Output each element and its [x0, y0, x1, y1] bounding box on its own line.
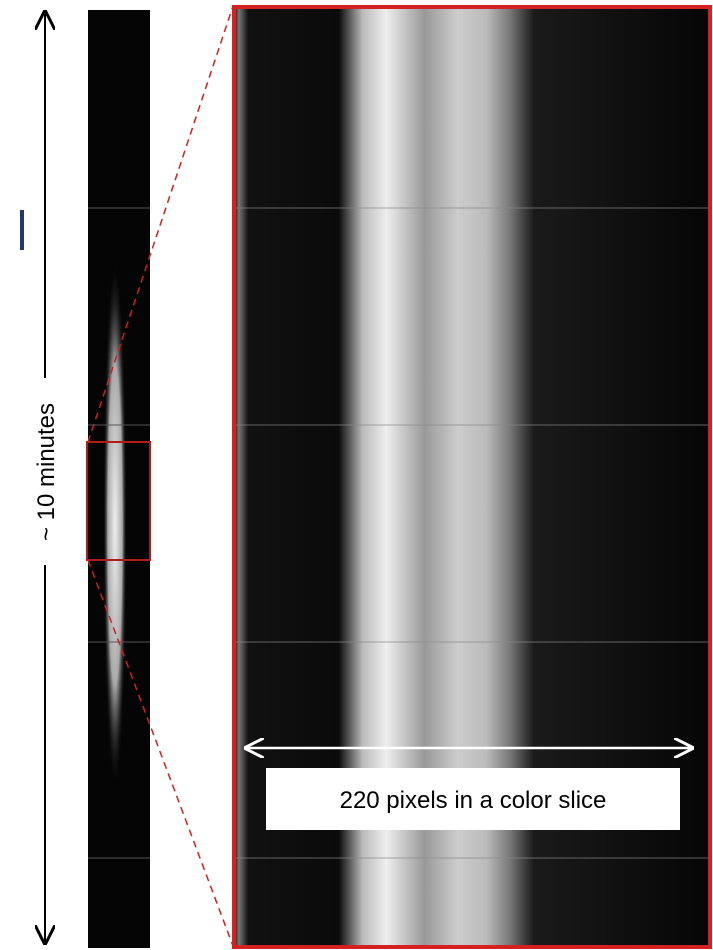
strip-gridlines [88, 207, 150, 859]
panel-border [232, 5, 712, 949]
panel-gridlines [234, 207, 710, 859]
zoom-line-top [87, 5, 234, 443]
strip-streak [103, 260, 127, 790]
duration-label: ~ 10 minutes [33, 403, 60, 541]
tick-mark [20, 210, 24, 250]
caption: 220 pixels in a color slice [340, 787, 607, 814]
caption-box [266, 768, 680, 830]
zoom-box [86, 441, 151, 561]
zoom-line-bottom [87, 559, 234, 947]
